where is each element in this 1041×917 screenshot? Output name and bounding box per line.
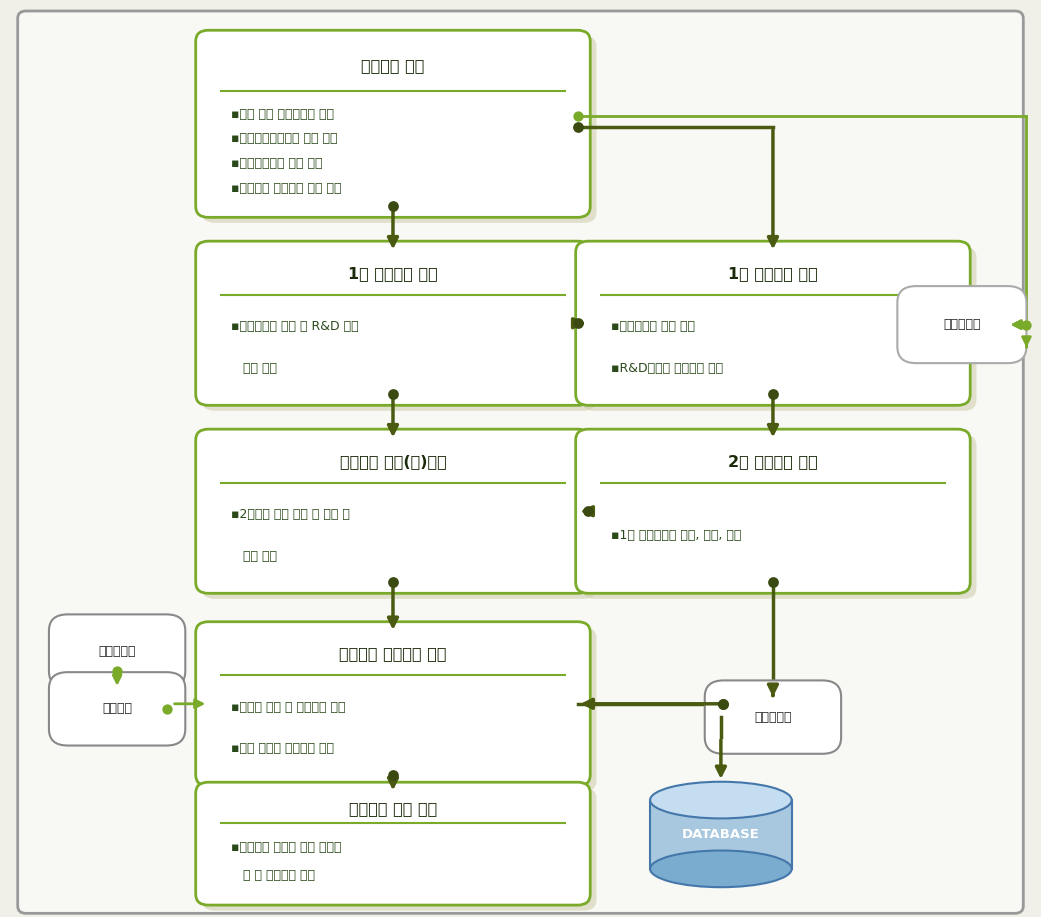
FancyBboxPatch shape	[202, 247, 596, 411]
Point	[1018, 317, 1035, 332]
FancyBboxPatch shape	[196, 30, 590, 217]
Text: DATABASE: DATABASE	[682, 828, 760, 841]
Point	[764, 575, 781, 590]
Text: ▪수정 보완후 측정지표 결정: ▪수정 보완후 측정지표 결정	[231, 742, 334, 755]
FancyBboxPatch shape	[49, 614, 185, 688]
Point	[569, 120, 586, 135]
Text: ▪주요 국가 국가경쟁력 지표: ▪주요 국가 국가경쟁력 지표	[231, 107, 334, 121]
Text: ▪참조지표와 비교 검토: ▪참조지표와 비교 검토	[611, 320, 695, 333]
FancyBboxPatch shape	[202, 36, 596, 223]
FancyBboxPatch shape	[49, 672, 185, 746]
FancyBboxPatch shape	[196, 782, 590, 905]
Text: 전문가의견: 전문가의견	[943, 318, 981, 331]
Point	[108, 664, 125, 679]
Text: ▪R&D투자의 파급과정 분석: ▪R&D투자의 파급과정 분석	[611, 361, 723, 374]
Text: 참조지표 검토: 참조지표 검토	[361, 59, 425, 73]
Text: 1차 후보지표 보완: 1차 후보지표 보완	[728, 266, 818, 281]
Text: 립 후 측정방법 구상: 립 후 측정방법 구상	[231, 868, 315, 881]
Point	[715, 697, 732, 712]
Point	[715, 697, 732, 712]
Text: ▪건설교통 파급효과 관련 지표: ▪건설교통 파급효과 관련 지표	[231, 182, 341, 195]
Text: ▪2차후보 지표 검증 후 최종 지: ▪2차후보 지표 검증 후 최종 지	[231, 508, 350, 521]
FancyBboxPatch shape	[202, 788, 596, 911]
FancyBboxPatch shape	[576, 429, 970, 593]
Text: ▪전문가 자문 및 설문조사 반영: ▪전문가 자문 및 설문조사 반영	[231, 701, 346, 713]
Text: ▪국가경쟁력 지표 중 R&D 관련: ▪국가경쟁력 지표 중 R&D 관련	[231, 320, 359, 333]
FancyBboxPatch shape	[196, 622, 590, 786]
Point	[158, 702, 175, 716]
FancyBboxPatch shape	[196, 429, 590, 593]
Text: 전문가조사: 전문가조사	[98, 645, 136, 657]
Text: ▪과학기술혁신 관련 지표: ▪과학기술혁신 관련 지표	[231, 157, 323, 171]
Point	[385, 575, 402, 590]
FancyBboxPatch shape	[18, 11, 1023, 913]
Text: ▪1차 후보지표의 삭제, 대체, 추가: ▪1차 후보지표의 삭제, 대체, 추가	[611, 529, 741, 542]
Point	[569, 108, 586, 123]
Text: 1차 후보지표 도출: 1차 후보지표 도출	[348, 266, 438, 281]
Text: 파급효과 지표(안)도출: 파급효과 지표(안)도출	[339, 454, 447, 469]
Bar	[650, 800, 792, 869]
FancyBboxPatch shape	[582, 247, 976, 411]
FancyBboxPatch shape	[202, 627, 596, 791]
Ellipse shape	[650, 781, 792, 819]
Text: 지표 선정: 지표 선정	[231, 361, 277, 374]
FancyBboxPatch shape	[897, 286, 1026, 363]
FancyBboxPatch shape	[196, 241, 590, 405]
Text: 설문조사: 설문조사	[102, 702, 132, 715]
Text: ▪파급효과 지수의 틀과 개념정: ▪파급효과 지수의 틀과 개념정	[231, 842, 341, 855]
Text: 파급효과 측정지표 결정: 파급효과 측정지표 결정	[339, 646, 447, 661]
Point	[385, 768, 402, 782]
Ellipse shape	[650, 851, 792, 888]
Text: 데이터조사: 데이터조사	[754, 711, 792, 724]
Text: ▪국가연구개발사업 관련 지표: ▪국가연구개발사업 관련 지표	[231, 132, 337, 146]
FancyBboxPatch shape	[582, 435, 976, 599]
FancyBboxPatch shape	[705, 680, 841, 754]
Point	[580, 504, 596, 519]
Point	[764, 387, 781, 402]
Point	[569, 315, 586, 331]
FancyBboxPatch shape	[202, 435, 596, 599]
Point	[385, 199, 402, 214]
Text: 2차 후보지표 도출: 2차 후보지표 도출	[728, 454, 818, 469]
Text: 파급효과 지수 결정: 파급효과 지수 결정	[349, 801, 437, 816]
FancyBboxPatch shape	[576, 241, 970, 405]
Text: 표안 도출: 표안 도출	[231, 549, 277, 562]
Point	[385, 387, 402, 402]
